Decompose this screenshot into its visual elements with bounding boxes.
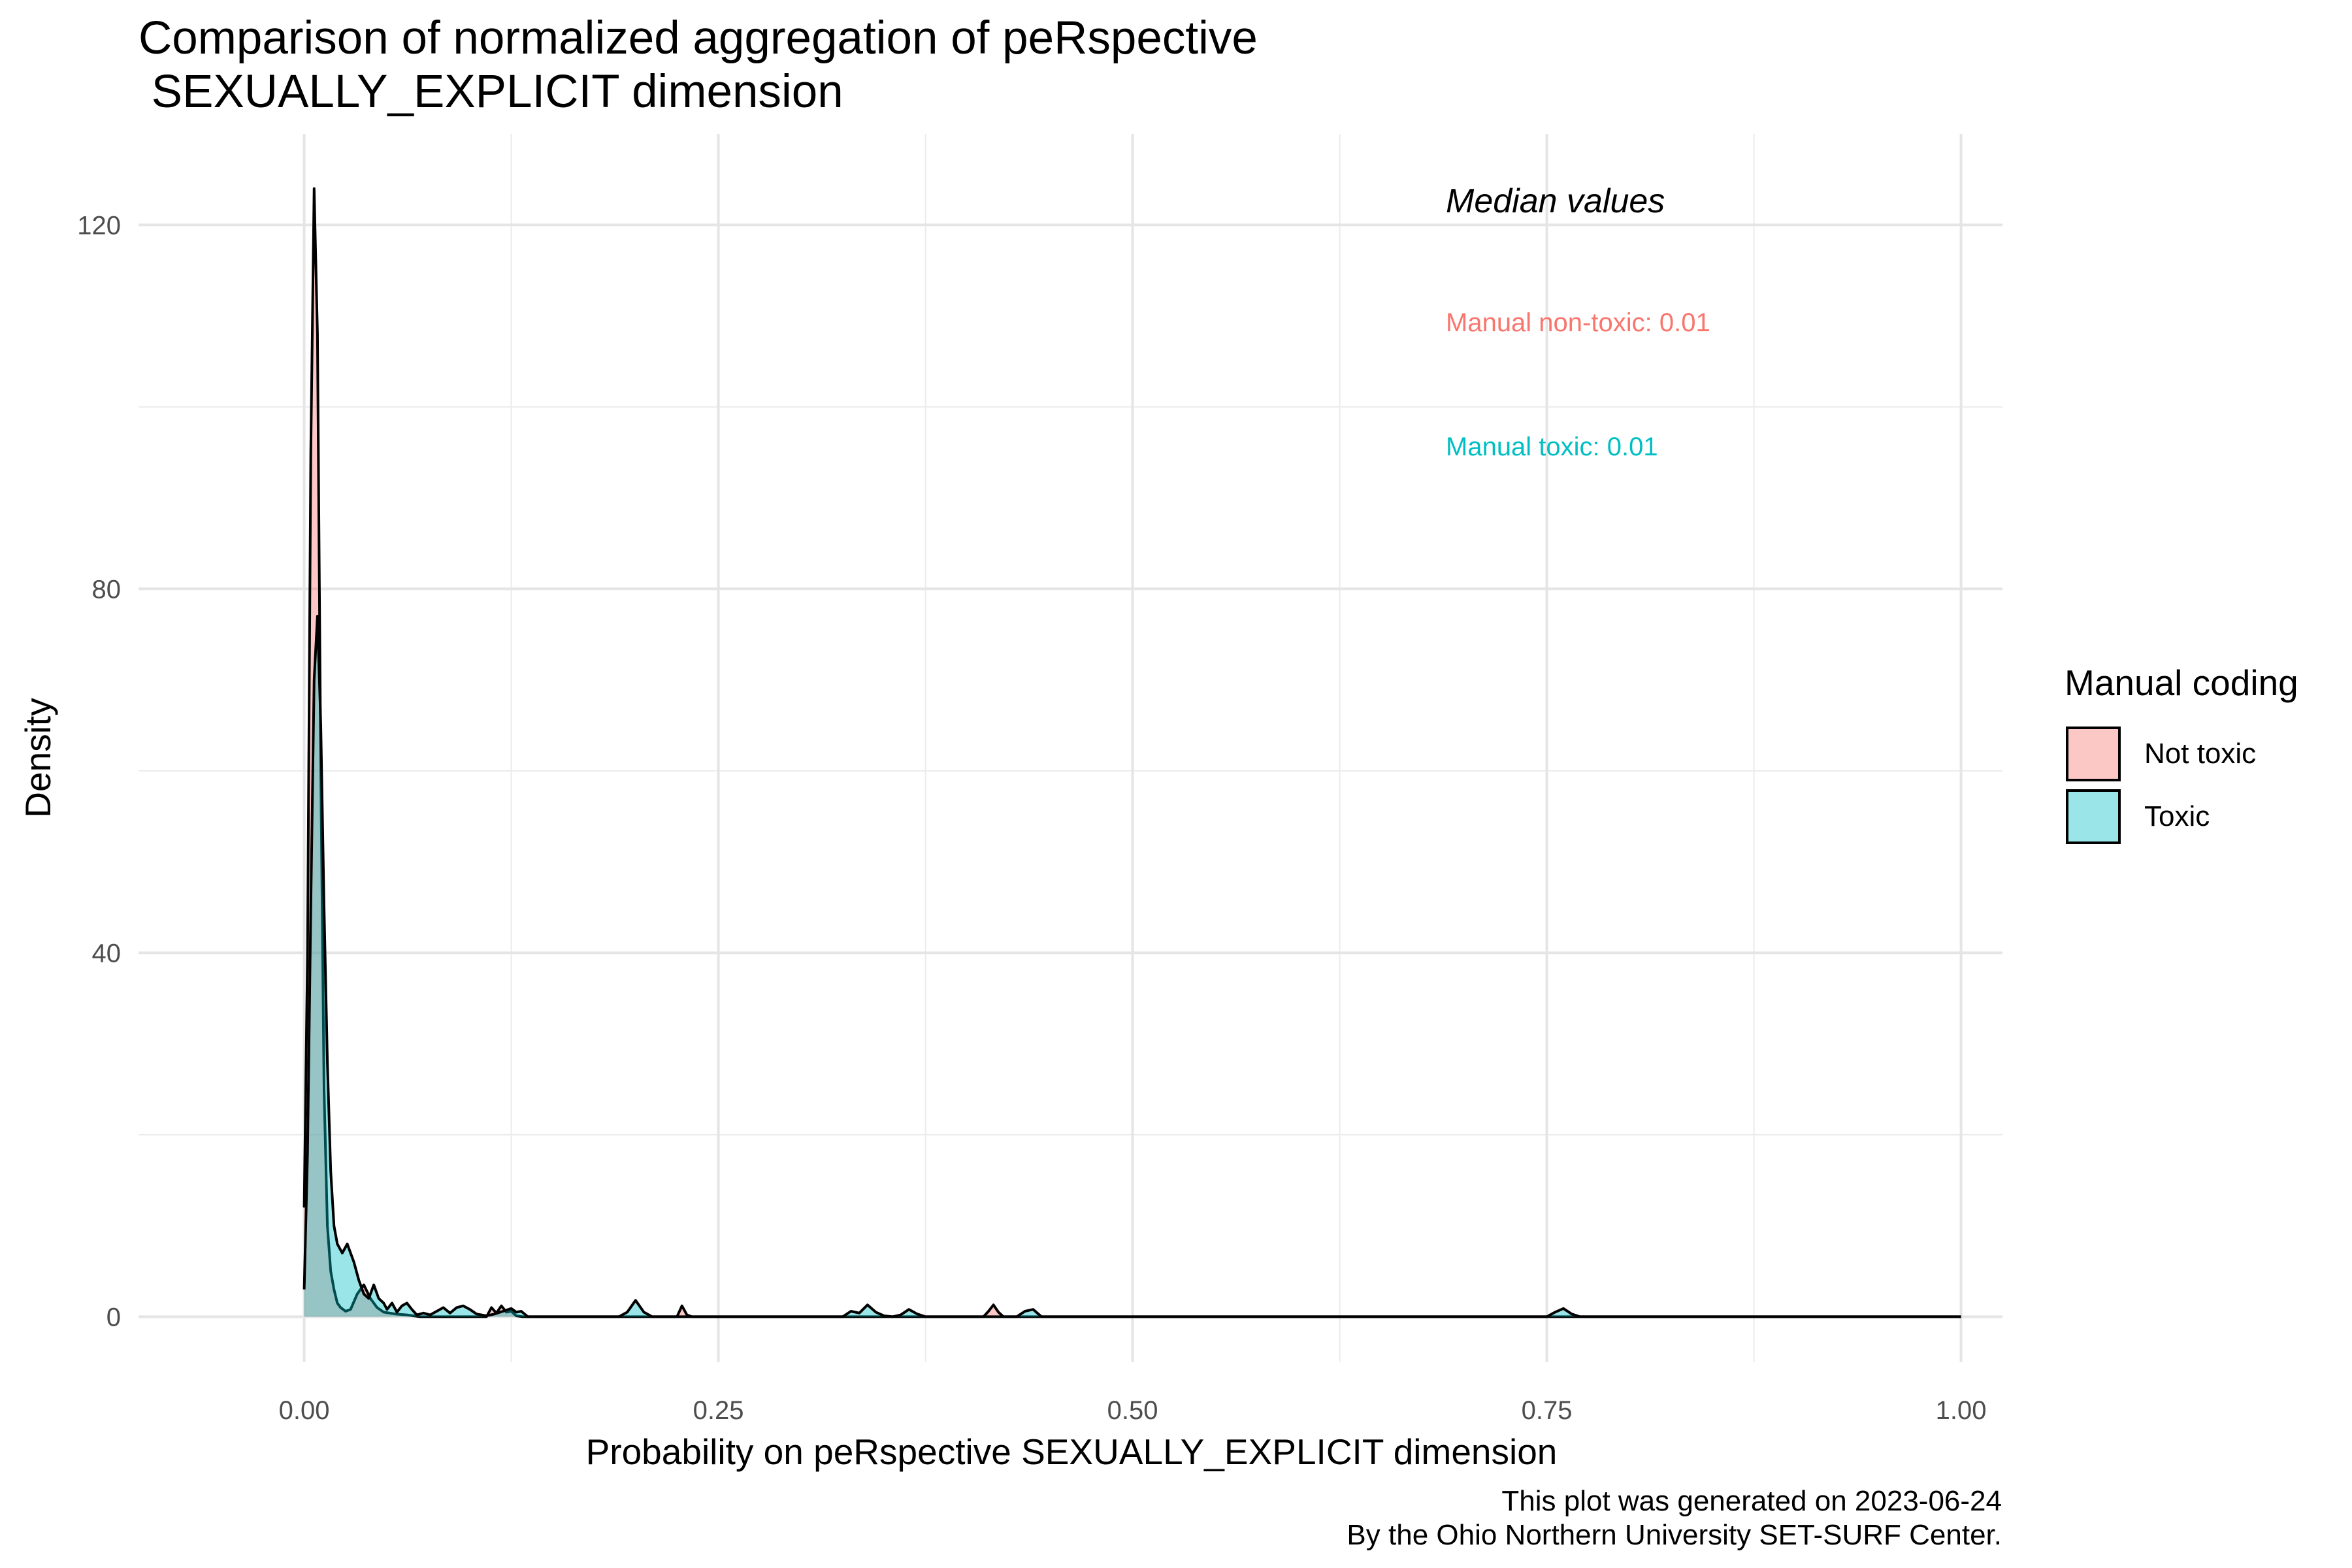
legend-item-toxic: Toxic <box>2066 788 2210 845</box>
chart-title: Comparison of normalized aggregation of … <box>139 12 1258 118</box>
caption-line-1: This plot was generated on 2023-06-24 <box>1501 1485 2002 1517</box>
x-tick-label: 0.75 <box>1522 1396 1573 1425</box>
x-tick-label: 0.00 <box>279 1396 330 1425</box>
annotation-median-not-toxic: Manual non-toxic: 0.01 <box>1446 308 1710 337</box>
chart-caption: This plot was generated on 2023-06-24 By… <box>1347 1484 2002 1552</box>
x-axis-label: Probability on peRspective SEXUALLY_EXPL… <box>585 1431 1558 1472</box>
legend-label-toxic: Toxic <box>2144 800 2210 832</box>
y-tick-label: 120 <box>77 211 121 240</box>
x-tick-label: 0.25 <box>693 1396 744 1425</box>
annotation-heading: Median values <box>1446 182 1665 220</box>
legend-label-not-toxic: Not toxic <box>2144 738 2257 770</box>
y-tick-label: 0 <box>106 1303 121 1331</box>
legend-swatch-toxic <box>2066 789 2121 844</box>
annotation-median-toxic: Manual toxic: 0.01 <box>1446 433 1658 461</box>
legend-item-not-toxic: Not toxic <box>2066 725 2256 783</box>
density-line-toxic <box>302 615 1961 1318</box>
y-tick-label: 40 <box>92 939 122 968</box>
caption-line-2: By the Ohio Northern University SET-SURF… <box>1347 1519 2002 1551</box>
legend-swatch-not-toxic <box>2066 727 2121 781</box>
density-series <box>302 187 1961 1318</box>
axis-tick-labels: 0.00 0.25 0.50 0.75 1.00 0 40 80 120 <box>77 211 1986 1425</box>
x-tick-label: 0.50 <box>1107 1396 1158 1425</box>
y-tick-label: 80 <box>92 575 122 604</box>
x-tick-label: 1.00 <box>1936 1396 1987 1425</box>
y-axis-label: Density <box>18 698 58 818</box>
grid-lines <box>139 134 2002 1362</box>
legend-title: Manual coding <box>2065 662 2298 703</box>
